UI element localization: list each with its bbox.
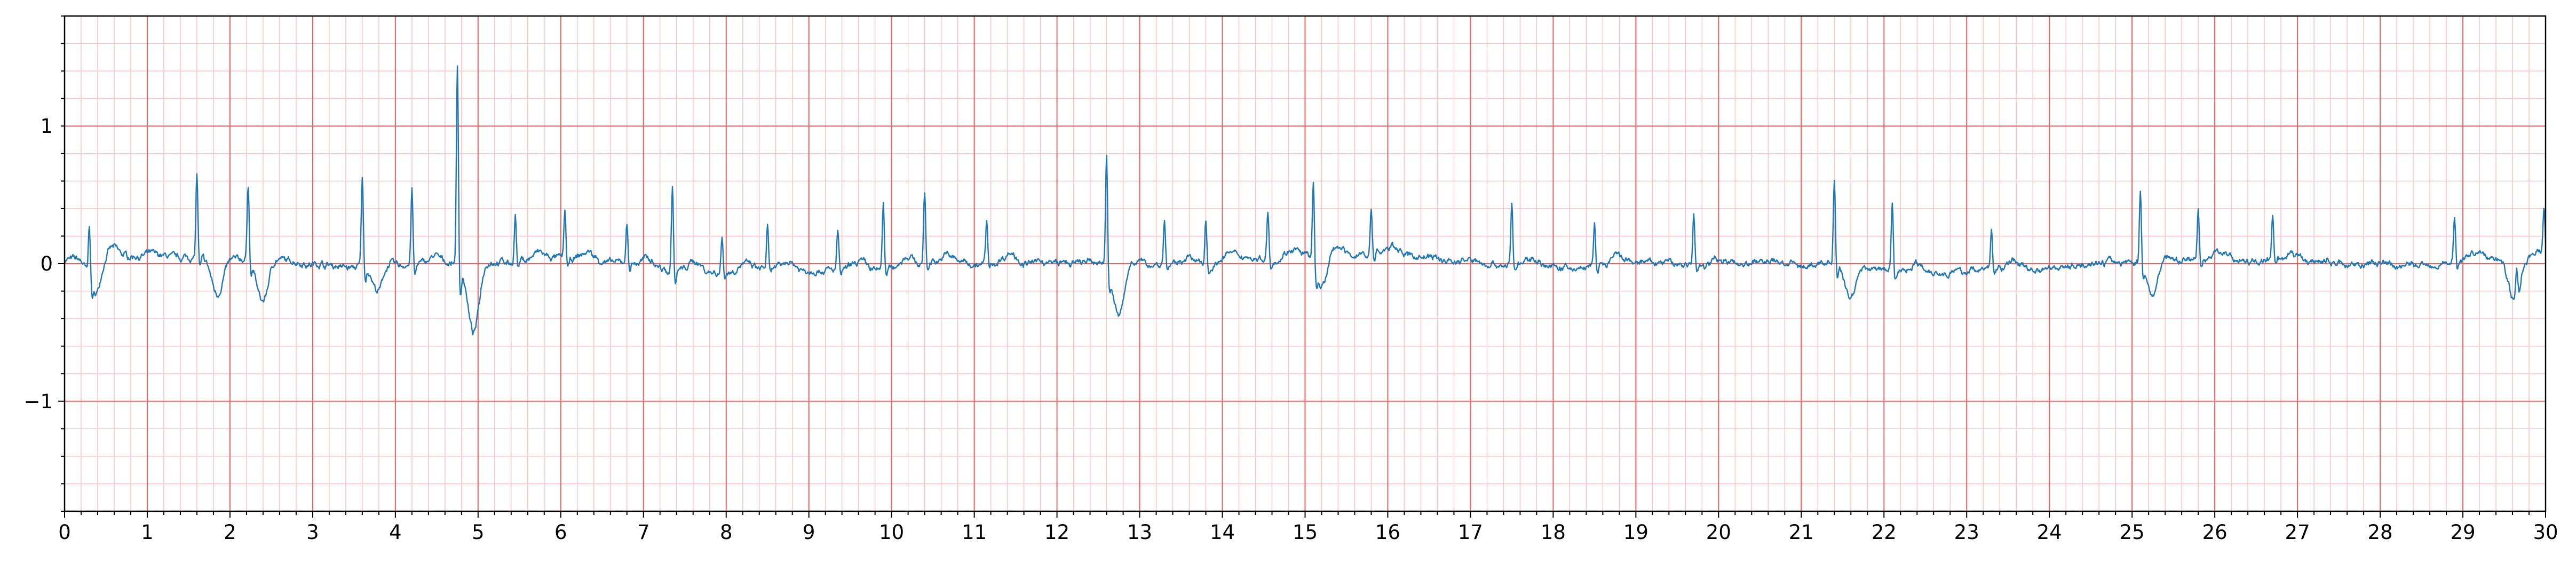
x-tick-label: 12 [1044, 521, 1069, 544]
x-tick-label: 27 [2285, 521, 2310, 544]
x-tick-label: 14 [1210, 521, 1235, 544]
x-tick-label: 30 [2533, 521, 2558, 544]
x-tick-label: 10 [879, 521, 904, 544]
x-tick-label: 26 [2202, 521, 2228, 544]
x-tick-label: 9 [803, 521, 815, 544]
y-tick-label: 1 [40, 115, 53, 138]
x-tick-label: 2 [224, 521, 236, 544]
x-tick-label: 25 [2120, 521, 2145, 544]
x-tick-label: 6 [554, 521, 567, 544]
x-tick-label: 0 [58, 521, 71, 544]
x-tick-label: 7 [637, 521, 650, 544]
x-tick-label: 11 [962, 521, 987, 544]
x-tick-label: 15 [1293, 521, 1318, 544]
x-tick-label: 17 [1458, 521, 1483, 544]
x-tick-label: 29 [2450, 521, 2475, 544]
x-axis: 0 1 2 3 4 5 6 7 8 9 10 11 12 13 14 15 16 17 18 19 20 21 22 23 24… [58, 511, 2558, 544]
plot-area: 0 1 2 3 4 5 6 7 8 9 10 11 12 13 14 15 16 17 18 19 20 21 22 23 24… [23, 15, 2558, 544]
x-tick-label: 24 [2037, 521, 2062, 544]
x-tick-label: 13 [1127, 521, 1152, 544]
x-tick-label: 21 [1789, 521, 1814, 544]
x-tick-label: 23 [1954, 521, 1979, 544]
x-tick-label: 5 [472, 521, 485, 544]
x-tick-label: 4 [389, 521, 402, 544]
x-tick-label: 3 [306, 521, 319, 544]
ecg-trace-line [64, 65, 2547, 336]
x-tick-label: 1 [141, 521, 154, 544]
x-tick-label: 16 [1375, 521, 1400, 544]
y-axis: 1 0 −1 [23, 15, 65, 512]
x-tick-label: 28 [2368, 521, 2393, 544]
x-tick-label: 19 [1623, 521, 1648, 544]
x-tick-label: 20 [1706, 521, 1731, 544]
x-tick-label: 8 [720, 521, 733, 544]
x-tick-label: 22 [1872, 521, 1897, 544]
x-tick-label: 18 [1541, 521, 1566, 544]
y-tick-label: 0 [40, 252, 53, 275]
y-tick-label: −1 [23, 390, 53, 413]
